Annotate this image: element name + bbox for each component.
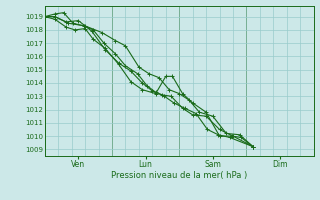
X-axis label: Pression niveau de la mer( hPa ): Pression niveau de la mer( hPa )	[111, 171, 247, 180]
